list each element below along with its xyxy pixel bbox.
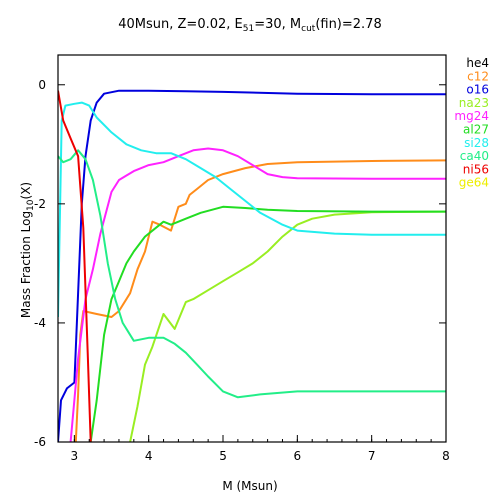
chart-title: 40Msun, Z=0.02, E51=30, Mcut(fin)=2.78	[118, 17, 381, 34]
x-tick-label: 5	[219, 449, 227, 463]
series-line-ca40	[58, 149, 446, 399]
y-axis-label-part1: Mass Fraction Log	[19, 211, 33, 318]
series-line-al27	[89, 205, 446, 442]
series-line-na23	[129, 210, 446, 442]
x-axis-label: M (Msun)	[222, 479, 277, 493]
series-line-si28	[58, 101, 446, 318]
series-layer	[58, 89, 446, 442]
y-axis-label: Mass Fraction Log10(X)	[19, 182, 36, 318]
chart-title-part3: (fin)=2.78	[315, 17, 381, 32]
series-line-o16	[58, 89, 446, 442]
series-line-ni56	[58, 90, 92, 442]
chart-title-part1: 40Msun, Z=0.02, E	[118, 17, 243, 32]
chart-title-sub2: cut	[301, 24, 316, 34]
x-tick-label: 6	[294, 449, 302, 463]
x-tick-label: 4	[145, 449, 153, 463]
legend-item-si28: si28	[464, 136, 489, 150]
legend-item-al27: al27	[463, 123, 489, 137]
x-tick-label: 7	[368, 449, 376, 463]
legend-item-ge64: ge64	[459, 176, 489, 190]
legend-item-ni56: ni56	[463, 162, 489, 176]
legend-item-na23: na23	[459, 96, 489, 110]
series-line-mg24	[69, 147, 446, 442]
chart-title-part2: =30, M	[254, 17, 301, 32]
x-tick-label: 3	[71, 449, 79, 463]
y-tick-label: -2	[34, 197, 46, 211]
y-axis-label-part2: (X)	[19, 182, 33, 200]
legend-item-he4: he4	[466, 56, 489, 70]
plot-frame	[57, 54, 447, 443]
legend-item-c12: c12	[467, 69, 489, 83]
series-line-c12	[74, 159, 446, 442]
x-tick-label: 8	[442, 449, 450, 463]
legend-item-mg24: mg24	[454, 109, 489, 123]
chart-title-sub1: 51	[243, 24, 254, 34]
legend-item-o16: o16	[466, 83, 489, 97]
y-axis-label-sub: 10	[26, 199, 36, 211]
ticks-layer: 3 4 5 6 7 8 0 -2 -4 -6	[34, 78, 450, 463]
y-tick-label: -4	[34, 316, 46, 330]
legend-item-ca40: ca40	[460, 149, 489, 163]
y-tick-label: 0	[38, 78, 46, 92]
y-tick-label: -6	[34, 435, 46, 449]
